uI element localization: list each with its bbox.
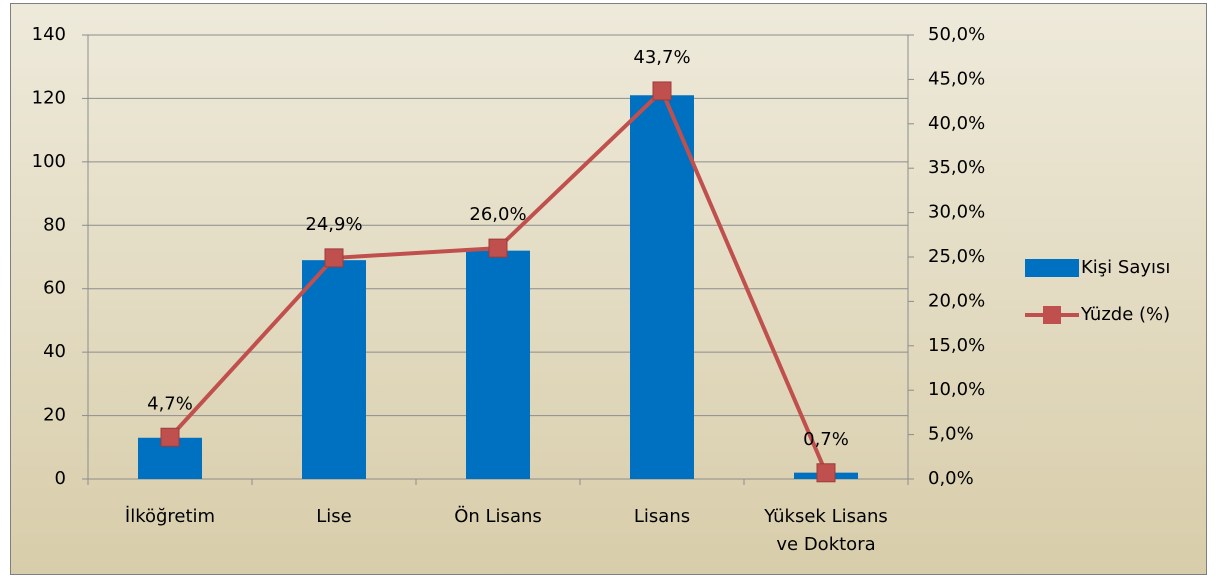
y2-tick-label: 40,0% [928,113,985,134]
point [160,427,180,447]
bar [630,95,694,479]
y-tick-label: 100 [32,151,66,172]
y2-tick-label: 45,0% [928,68,985,89]
point [652,81,672,101]
bar [466,250,530,479]
point [488,238,508,258]
x-tick-label: Lisans [634,506,690,527]
y2-tick-label: 5,0% [928,424,974,445]
legend-label: Yüzde (%) [1080,304,1170,325]
x-tick-label: Lise [316,506,351,527]
y-tick-label: 0 [55,468,66,489]
point [324,248,344,268]
y-tick-label: 80 [43,214,66,235]
y2-tick-label: 15,0% [928,335,985,356]
y2-tick-label: 10,0% [928,379,985,400]
y-tick-label: 120 [32,87,66,108]
y2-tick-label: 35,0% [928,157,985,178]
x-tick-label: İlköğretim [125,506,215,527]
x-tick-label: Ön Lisans [454,505,542,527]
data-label: 43,7% [633,47,690,68]
legend-label: Kişi Sayısı [1081,257,1170,278]
data-label: 24,9% [305,214,362,235]
y-tick-label: 140 [32,24,66,45]
y-tick-label: 20 [43,405,66,426]
data-label: 4,7% [147,393,193,414]
y2-tick-label: 20,0% [928,290,985,311]
x-tick-label: Yüksek Lisans ve Doktora [763,506,888,555]
bar [302,260,366,479]
y2-tick-label: 0,0% [928,468,974,489]
data-label: 0,7% [803,429,849,450]
legend-swatch [1025,259,1079,277]
y2-tick-label: 25,0% [928,246,985,267]
y-tick-label: 60 [43,278,66,299]
y2-tick-label: 30,0% [928,202,985,223]
y2-tick-label: 50,0% [928,24,985,45]
data-label: 26,0% [469,204,526,225]
y-tick-label: 40 [43,341,66,362]
point [816,463,836,483]
legend-marker [1043,306,1061,324]
